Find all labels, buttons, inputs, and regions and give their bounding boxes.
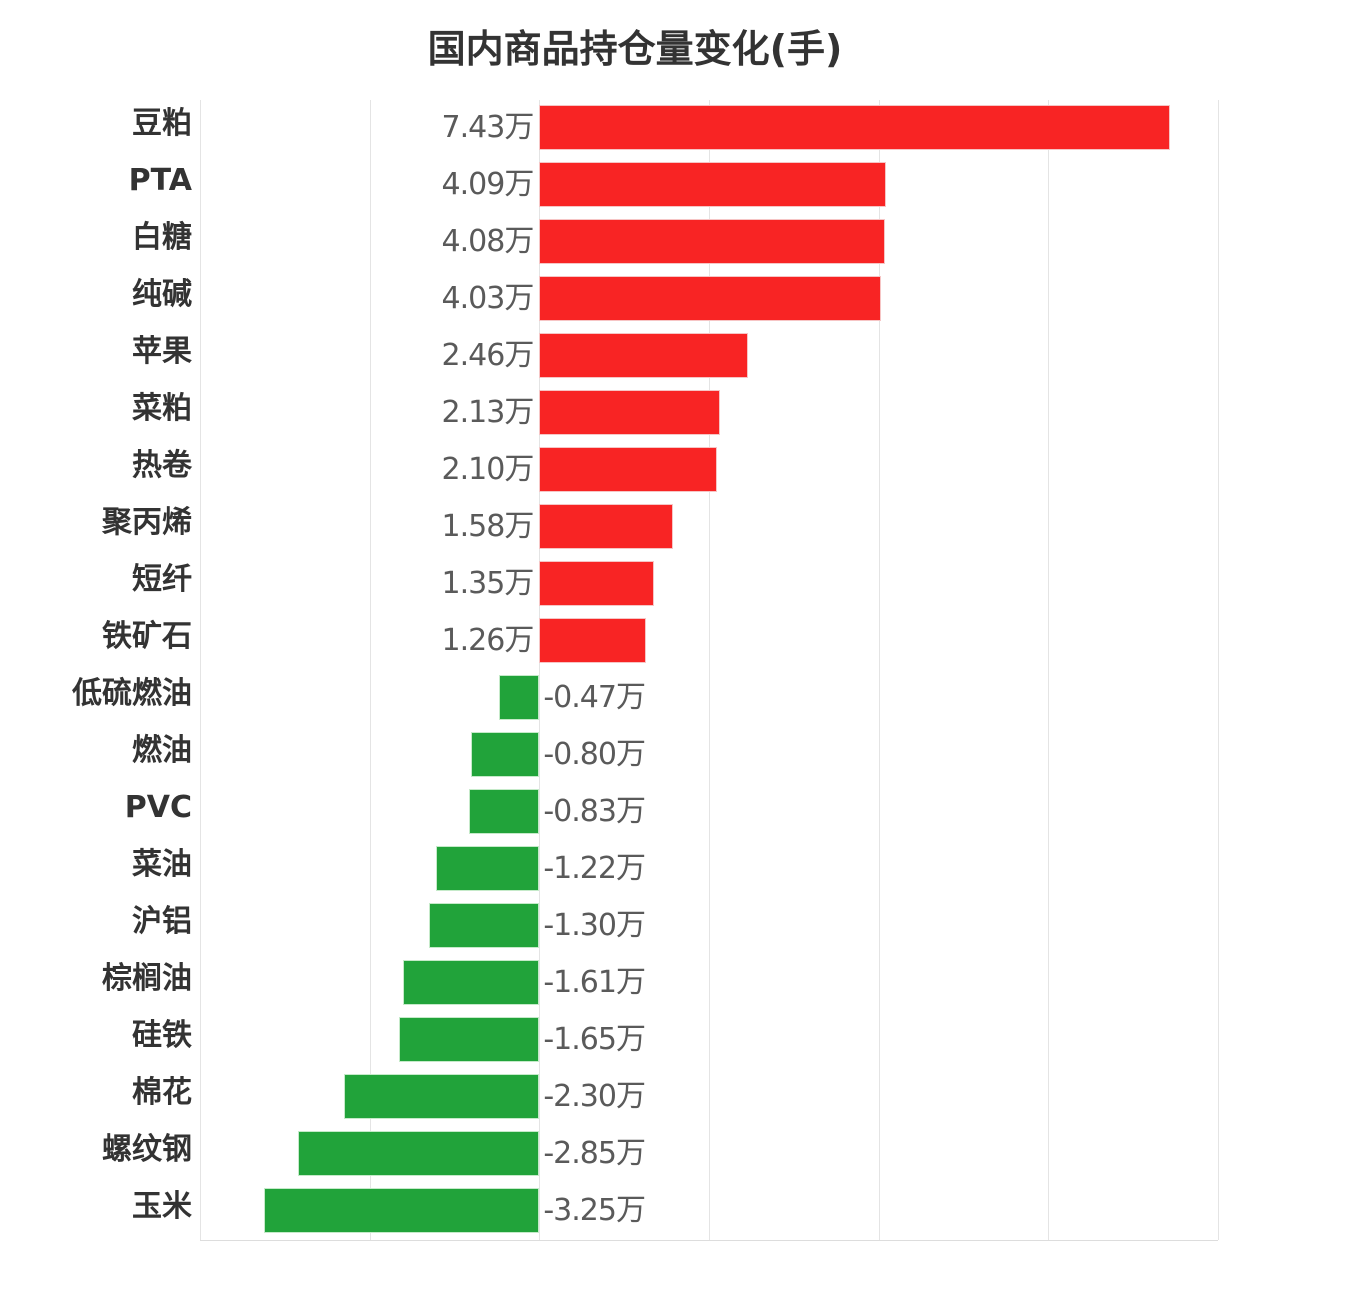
bar-row: PVC -0.83万: [0, 784, 1354, 841]
category-label: 玉米: [132, 1189, 192, 1224]
category-label: 白糖: [132, 220, 192, 255]
value-label: 1.35万: [441, 566, 535, 601]
bar-row: PTA 4.09万: [0, 157, 1354, 214]
category-label: 沪铝: [132, 904, 192, 939]
gridline: [539, 100, 541, 1240]
bar: [435, 846, 540, 891]
category-label: 燃油: [132, 733, 192, 768]
value-label: -0.83万: [543, 794, 646, 829]
gridline: [709, 100, 710, 1240]
bar: [539, 618, 647, 663]
gridline: [878, 100, 880, 1240]
bar: [539, 105, 1170, 150]
gridline: [369, 100, 371, 1240]
bar-row: 燃油 -0.80万: [0, 727, 1354, 784]
bar: [399, 1017, 540, 1062]
category-label: 螺纹钢: [102, 1132, 192, 1167]
category-label: 豆粕: [132, 106, 192, 141]
bar-row: 热卷 2.10万: [0, 442, 1354, 499]
bar: [402, 960, 540, 1005]
bar-row: 螺纹钢 -2.85万: [0, 1126, 1354, 1183]
bar-row: 低硫燃油 -0.47万: [0, 670, 1354, 727]
bar-row: 玉米 -3.25万: [0, 1183, 1354, 1240]
bar-row: 铁矿石 1.26万: [0, 613, 1354, 670]
bar: [539, 162, 887, 207]
category-label: 硅铁: [132, 1018, 192, 1053]
category-label: 热卷: [132, 448, 192, 483]
value-label: 2.13万: [441, 395, 535, 430]
gridline: [1218, 100, 1219, 1240]
gridline: [1048, 100, 1050, 1240]
value-label: -0.80万: [543, 737, 646, 772]
category-label: PTA: [128, 163, 192, 198]
bar-row: 纯碱 4.03万: [0, 271, 1354, 328]
bar: [263, 1188, 540, 1233]
category-label: 菜油: [132, 847, 192, 882]
bar: [468, 789, 540, 834]
bar: [539, 276, 882, 321]
value-label: -1.30万: [543, 908, 646, 943]
category-label: PVC: [124, 790, 192, 825]
value-label: 7.43万: [441, 110, 535, 145]
value-label: -2.30万: [543, 1079, 646, 1114]
bar-row: 短纤 1.35万: [0, 556, 1354, 613]
bar: [539, 561, 654, 606]
value-label: -2.85万: [543, 1136, 646, 1171]
bar: [539, 333, 749, 378]
category-label: 短纤: [132, 562, 192, 597]
bar-row: 聚丙烯 1.58万: [0, 499, 1354, 556]
bar-row: 豆粕 7.43万: [0, 100, 1354, 157]
category-label: 铁矿石: [102, 619, 192, 654]
bar-row: 棉花 -2.30万: [0, 1069, 1354, 1126]
value-label: 4.08万: [441, 224, 535, 259]
bar: [539, 390, 721, 435]
value-label: -1.22万: [543, 851, 646, 886]
gridline: [200, 100, 201, 1240]
value-label: 4.09万: [441, 167, 535, 202]
plot-area: [200, 100, 1219, 1241]
bar: [344, 1074, 540, 1119]
value-label: 2.46万: [441, 338, 535, 373]
value-label: -0.47万: [543, 680, 646, 715]
category-label: 纯碱: [132, 277, 192, 312]
bar-row: 棕榈油 -1.61万: [0, 955, 1354, 1012]
value-label: 1.58万: [441, 509, 535, 544]
value-label: 4.03万: [441, 281, 535, 316]
bar: [539, 504, 674, 549]
category-label: 低硫燃油: [72, 676, 192, 711]
bar-row: 白糖 4.08万: [0, 214, 1354, 271]
bar: [539, 447, 718, 492]
bar: [499, 675, 540, 720]
bar-row: 沪铝 -1.30万: [0, 898, 1354, 955]
value-label: -3.25万: [543, 1193, 646, 1228]
category-label: 菜粕: [132, 391, 192, 426]
bar: [429, 903, 540, 948]
value-label: 1.26万: [441, 623, 535, 658]
bar-row: 苹果 2.46万: [0, 328, 1354, 385]
bar-row: 菜油 -1.22万: [0, 841, 1354, 898]
bar: [297, 1131, 540, 1176]
value-label: -1.61万: [543, 965, 646, 1000]
bar: [471, 732, 540, 777]
chart-title: 国内商品持仓量变化(手): [427, 27, 843, 71]
category-label: 苹果: [132, 334, 192, 369]
category-label: 棉花: [132, 1075, 192, 1110]
category-label: 聚丙烯: [102, 505, 192, 540]
category-label: 棕榈油: [102, 961, 192, 996]
bar-row: 菜粕 2.13万: [0, 385, 1354, 442]
value-label: -1.65万: [543, 1022, 646, 1057]
bar: [539, 219, 886, 264]
bar-row: 硅铁 -1.65万: [0, 1012, 1354, 1069]
value-label: 2.10万: [441, 452, 535, 487]
